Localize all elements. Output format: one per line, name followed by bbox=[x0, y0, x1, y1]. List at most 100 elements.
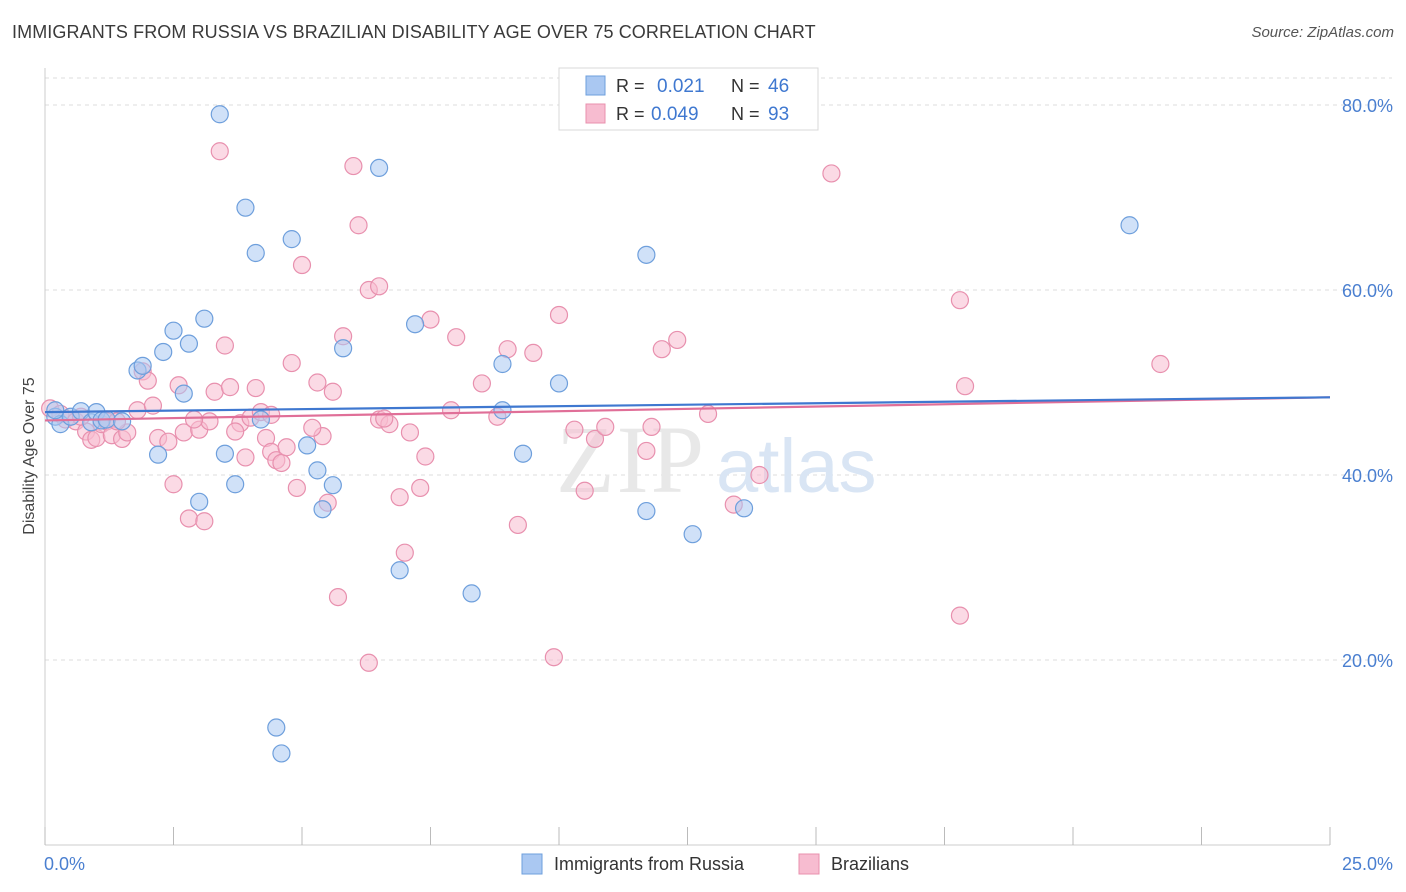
brazil-point-64 bbox=[508, 515, 527, 535]
brazil-point-56 bbox=[395, 543, 414, 562]
russia-point-32 bbox=[390, 561, 409, 580]
brazil-point-71 bbox=[637, 441, 656, 461]
russia-point-15 bbox=[190, 492, 209, 511]
brazil-point-17 bbox=[159, 432, 178, 451]
brazil-point-27 bbox=[215, 336, 234, 355]
brazil-point-41 bbox=[292, 255, 312, 275]
russia-point-38 bbox=[549, 374, 569, 393]
brazil-point-66 bbox=[544, 648, 563, 667]
y-tick-label-40: 40.0% bbox=[1342, 466, 1393, 486]
russia-point-36 bbox=[493, 354, 512, 374]
legend-r-value-brazil: 0.049 bbox=[651, 104, 699, 125]
russia-point-30 bbox=[334, 339, 353, 358]
brazil-point-62 bbox=[472, 374, 491, 393]
brazil-point-91 bbox=[565, 420, 584, 439]
russia-point-16 bbox=[195, 309, 214, 328]
russia-point-44 bbox=[46, 401, 65, 420]
russia-point-40 bbox=[637, 245, 656, 264]
legend-r-label-russia: R = bbox=[616, 76, 645, 96]
bottom-legend-label-russia: Immigrants from Russia bbox=[554, 854, 745, 874]
russia-point-11 bbox=[154, 342, 173, 362]
russia-point-21 bbox=[246, 243, 265, 263]
chart-title: IMMIGRANTS FROM RUSSIA VS BRAZILIAN DISA… bbox=[12, 22, 816, 42]
brazil-point-55 bbox=[390, 488, 409, 507]
brazil-point-46 bbox=[328, 587, 348, 607]
brazil-point-58 bbox=[411, 478, 430, 498]
brazil-point-28 bbox=[220, 378, 240, 397]
legend-n-label-russia: N = bbox=[731, 76, 760, 96]
russia-point-18 bbox=[215, 444, 234, 463]
brazil-point-57 bbox=[400, 423, 420, 442]
russia-point-39 bbox=[637, 501, 656, 521]
brazil-point-83 bbox=[184, 410, 204, 429]
tick-labels: 20.0% 40.0% 60.0% 80.0% 0.0% 25.0% bbox=[44, 96, 1393, 874]
legend-n-label-brazil: N = bbox=[731, 104, 760, 124]
russia-point-37 bbox=[513, 444, 533, 463]
y-tick-label-60: 60.0% bbox=[1342, 281, 1393, 301]
brazil-point-72 bbox=[642, 417, 661, 436]
brazil-point-50 bbox=[359, 653, 378, 672]
brazil-point-79 bbox=[950, 606, 970, 625]
legend-swatch-russia bbox=[585, 75, 606, 96]
brazil-point-60 bbox=[421, 310, 440, 329]
axes bbox=[44, 68, 1331, 846]
brazil-point-65 bbox=[524, 343, 543, 362]
legend-r-value-russia: 0.021 bbox=[657, 76, 705, 97]
brazil-point-89 bbox=[303, 418, 322, 437]
bottom-legend: Immigrants from Russia Brazilians bbox=[521, 853, 909, 875]
brazil-point-18 bbox=[164, 475, 183, 494]
russia-point-14 bbox=[179, 334, 199, 353]
russia-point-29 bbox=[323, 476, 342, 495]
brazil-point-48 bbox=[344, 156, 363, 176]
gridlines bbox=[45, 77, 1392, 661]
brazil-trend-line bbox=[44, 396, 1331, 422]
russia-point-9 bbox=[133, 356, 152, 375]
bottom-legend-swatch-brazil bbox=[798, 853, 820, 875]
y-tick-label-80: 80.0% bbox=[1342, 96, 1393, 116]
brazil-point-49 bbox=[349, 216, 368, 235]
russia-point-10 bbox=[148, 445, 168, 464]
brazil-point-67 bbox=[549, 305, 569, 325]
watermark-atlas: atlas bbox=[716, 424, 877, 509]
brazil-point-85 bbox=[375, 409, 394, 428]
russia-point-45 bbox=[112, 412, 132, 431]
russia-point-42 bbox=[734, 499, 754, 518]
brazil-point-90 bbox=[441, 401, 461, 420]
x-tick-label-0: 0.0% bbox=[44, 854, 85, 874]
brazil-point-24 bbox=[200, 412, 219, 431]
brazil-point-40 bbox=[287, 478, 306, 498]
y-tick-label-20: 20.0% bbox=[1342, 651, 1393, 671]
brazil-point-23 bbox=[195, 512, 214, 531]
brazil-point-80 bbox=[955, 377, 975, 396]
russia-point-19 bbox=[226, 475, 245, 494]
russia-point-43 bbox=[1120, 216, 1139, 235]
y-axis-title: Disability Age Over 75 bbox=[21, 377, 38, 535]
brazil-point-37 bbox=[272, 453, 291, 473]
x-tick-label-1: 25.0% bbox=[1342, 854, 1393, 874]
brazil-point-77 bbox=[822, 164, 841, 183]
bottom-legend-label-brazil: Brazilians bbox=[831, 854, 909, 874]
brazil-point-76 bbox=[750, 465, 769, 485]
bottom-legend-swatch-russia bbox=[521, 853, 543, 875]
russia-point-17 bbox=[210, 105, 229, 124]
brazil-point-42 bbox=[308, 373, 327, 392]
brazil-point-68 bbox=[575, 481, 594, 500]
russia-point-35 bbox=[493, 401, 512, 420]
russia-point-13 bbox=[174, 384, 193, 403]
brazil-point-61 bbox=[447, 328, 466, 347]
russia-point-31 bbox=[370, 158, 389, 177]
brazil-point-74 bbox=[668, 330, 687, 350]
russia-points bbox=[46, 105, 1139, 763]
brazil-point-30 bbox=[236, 448, 255, 467]
legend-n-value-brazil: 93 bbox=[768, 104, 789, 125]
russia-point-27 bbox=[308, 461, 327, 480]
legend-swatch-brazil bbox=[585, 103, 606, 124]
brazil-point-32 bbox=[246, 378, 265, 398]
russia-point-23 bbox=[267, 718, 286, 737]
trend-lines bbox=[44, 396, 1331, 422]
russia-trend-line bbox=[44, 396, 1331, 414]
russia-point-22 bbox=[251, 410, 270, 429]
russia-point-33 bbox=[405, 315, 425, 334]
brazil-point-39 bbox=[282, 353, 301, 373]
